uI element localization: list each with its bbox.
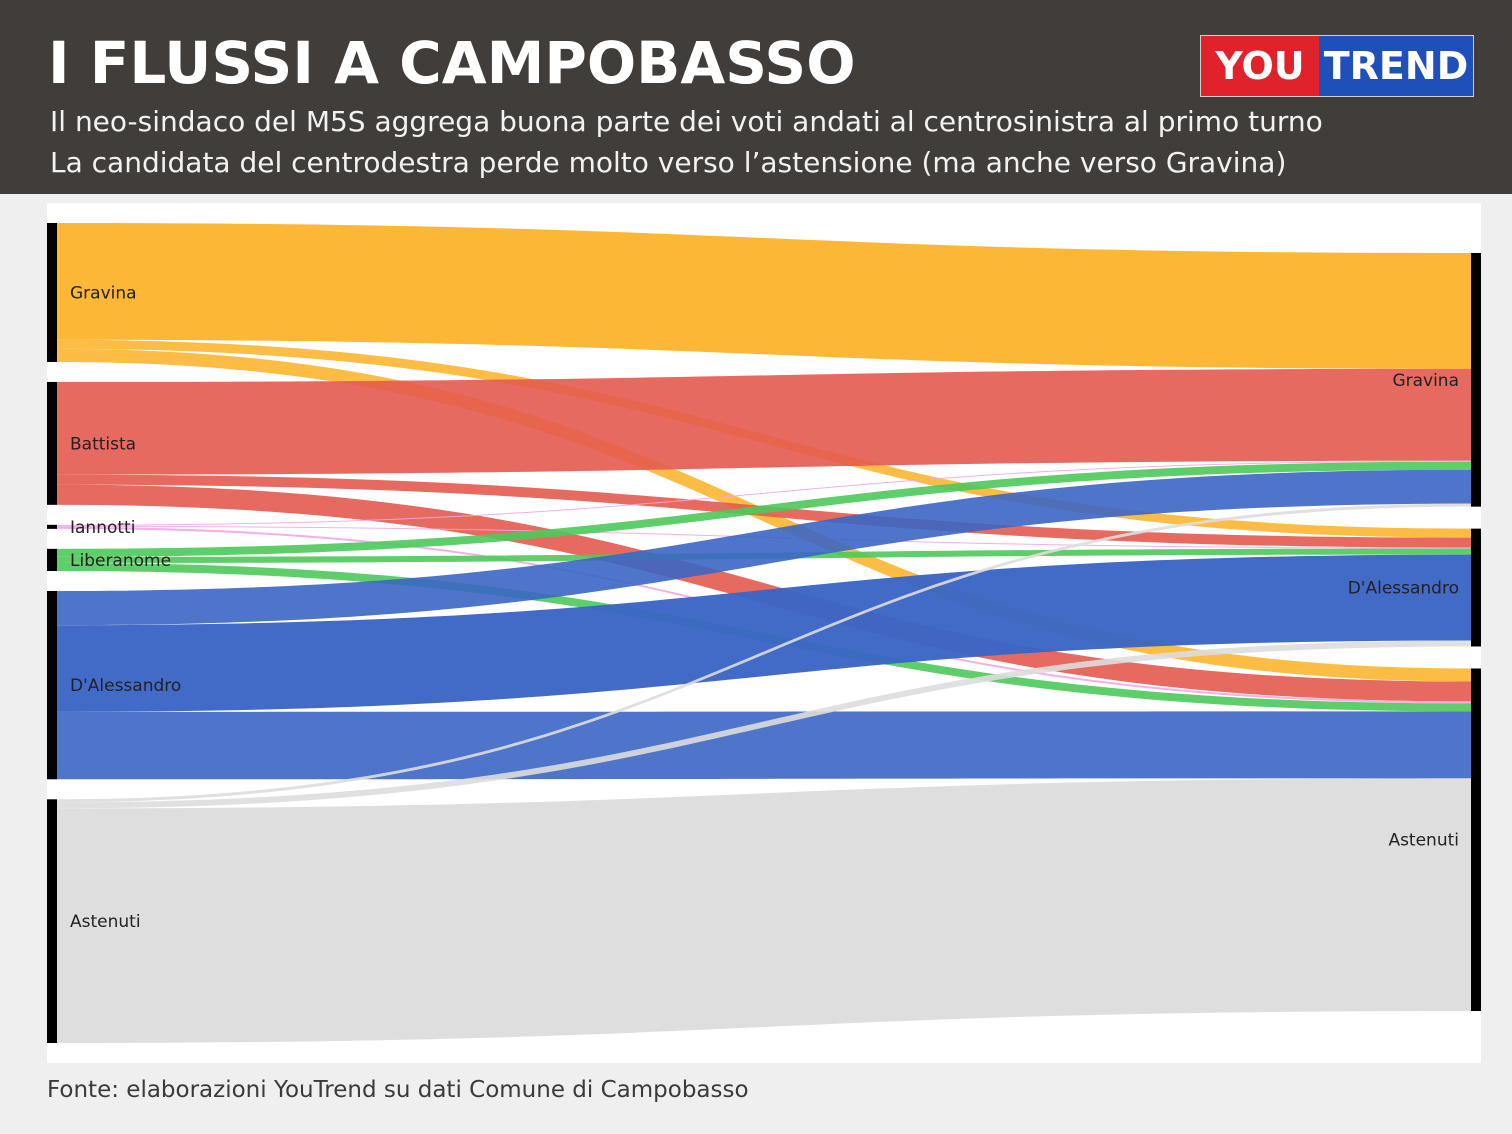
flow-battista-to-gravina: [57, 368, 1471, 475]
left-node-bar-astenuti: [47, 799, 57, 1043]
left-node-label-battista: Battista: [70, 434, 136, 454]
sankey-nodes: Gravina Battista Iannotti Liberanome D'Aless…: [47, 223, 1481, 1043]
left-node-label-dalessandro: D'Alessandro: [70, 676, 181, 696]
right-node-label-gravina: Gravina: [1392, 371, 1459, 391]
left-node-label-astenuti: Astenuti: [70, 912, 141, 932]
source-note: Fonte: elaborazioni YouTrend su dati Com…: [47, 1077, 749, 1103]
header: I FLUSSI A CAMPOBASSO Il neo-sindaco del…: [0, 0, 1512, 194]
sankey-chart: Gravina Battista Iannotti Liberanome D'Aless…: [47, 223, 1481, 1043]
flow-dalessandro-to-gravina: [57, 469, 1471, 626]
sankey-chart-panel: Gravina Battista Iannotti Liberanome D'Aless…: [47, 203, 1481, 1063]
left-node-bar-liberanome: [47, 548, 57, 571]
sankey-links: [57, 223, 1471, 1043]
flow-iannotti-to-gravina: [57, 460, 1471, 526]
subtitle-line-1: Il neo-sindaco del M5S aggrega buona par…: [50, 105, 1323, 138]
right-node-label-astenuti: Astenuti: [1388, 831, 1459, 851]
youtrend-logo: YOU TREND: [1200, 35, 1474, 97]
flow-gravina-to-gravina: [57, 223, 1471, 369]
left-node-label-gravina: Gravina: [70, 283, 137, 303]
right-node-bar-gravina: [1471, 253, 1481, 507]
subtitle-line-2: La candidata del centrodestra perde molt…: [50, 146, 1287, 179]
flow-astenuti-to-gravina: [57, 503, 1471, 803]
right-node-label-dalessandro: D'Alessandro: [1348, 579, 1459, 599]
logo-part-you: YOU: [1201, 36, 1319, 96]
flow-astenuti-to-dalessandro: [57, 640, 1471, 809]
flow-liberanome-to-gravina: [57, 461, 1471, 557]
page-title: I FLUSSI A CAMPOBASSO: [48, 29, 856, 97]
flow-dalessandro-to-astenuti: [57, 711, 1471, 780]
left-node-label-liberanome: Liberanome: [70, 551, 171, 571]
logo-part-trend: TREND: [1319, 36, 1473, 96]
left-node-bar-battista: [47, 381, 57, 505]
left-node-label-iannotti: Iannotti: [70, 518, 135, 538]
flow-dalessandro-to-dalessandro: [57, 554, 1471, 712]
right-node-bar-astenuti: [1471, 668, 1481, 1011]
right-node-bar-dalessandro: [1471, 528, 1481, 647]
left-node-bar-dalessandro: [47, 591, 57, 780]
flow-astenuti-to-astenuti: [57, 778, 1471, 1043]
left-node-bar-iannotti: [47, 524, 57, 529]
left-node-bar-gravina: [47, 223, 57, 362]
